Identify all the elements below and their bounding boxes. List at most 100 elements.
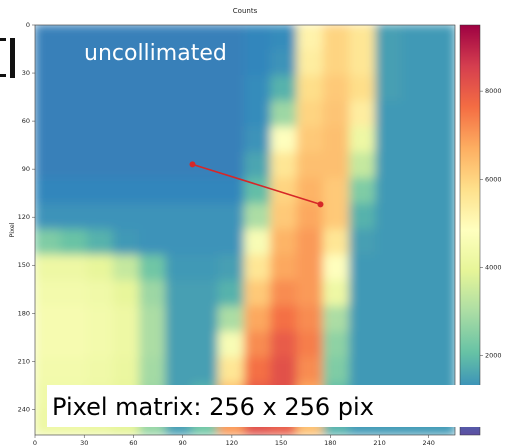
annotation-box xyxy=(47,385,508,427)
heatmap-cell xyxy=(35,203,63,231)
heatmap-cell xyxy=(401,152,430,180)
heatmap-cell xyxy=(165,357,194,385)
heatmap-cell xyxy=(60,254,89,283)
heatmap-cell xyxy=(322,100,351,129)
colorbar-tick-label: 8000 xyxy=(485,87,502,95)
heatmap-cell xyxy=(35,305,63,334)
heatmap-cell xyxy=(427,49,455,78)
heatmap-cell xyxy=(296,75,325,103)
heatmap-cell xyxy=(112,177,141,206)
heatmap-cell xyxy=(86,49,115,78)
heatmap-cell xyxy=(375,126,404,155)
heatmap-cell xyxy=(349,254,378,283)
heatmap xyxy=(35,25,455,435)
heatmap-cell xyxy=(35,254,63,283)
heatmap-cell xyxy=(401,254,430,283)
heatmap-cell xyxy=(244,229,273,257)
heatmap-cell xyxy=(375,280,404,308)
heatmap-cell xyxy=(322,280,351,308)
heatmap-cell xyxy=(375,152,404,180)
y-tick-label: 90 xyxy=(22,165,30,173)
heatmap-cell xyxy=(165,177,194,206)
heatmap-cell xyxy=(86,229,115,257)
decoration xyxy=(0,38,6,41)
heatmap-cell xyxy=(60,305,89,334)
heatmap-cell xyxy=(35,177,63,206)
marker-point xyxy=(189,161,196,168)
heatmap-cell xyxy=(270,203,299,231)
heatmap-cell xyxy=(139,331,168,360)
y-tick-label: 180 xyxy=(18,309,30,317)
heatmap-cell xyxy=(427,75,455,103)
heatmap-cell xyxy=(191,280,220,308)
chart-title: Counts xyxy=(233,7,258,15)
y-tick-label: 60 xyxy=(22,117,30,125)
heatmap-cell xyxy=(322,49,351,78)
marker-line xyxy=(192,163,321,206)
heatmap-cell xyxy=(112,229,141,257)
heatmap-cell xyxy=(35,49,63,78)
x-tick-label: 150 xyxy=(275,439,287,447)
heatmap-cell xyxy=(217,100,246,129)
heatmap-cell xyxy=(112,357,141,385)
heatmap-cell xyxy=(112,75,141,103)
heatmap-cell xyxy=(296,229,325,257)
heatmap-cell xyxy=(401,177,430,206)
heatmap-cell xyxy=(35,126,63,155)
heatmap-cell xyxy=(244,152,273,180)
heatmap-cells xyxy=(35,25,455,435)
y-tick-label: 210 xyxy=(18,357,30,365)
heatmap-cell xyxy=(375,229,404,257)
annotation: uncollimated xyxy=(84,41,227,66)
heatmap-cell xyxy=(139,152,168,180)
heatmap-cell xyxy=(244,305,273,334)
heatmap-cell xyxy=(217,357,246,385)
heatmap-cell xyxy=(112,331,141,360)
heatmap-cell xyxy=(401,25,430,52)
heatmap-cell xyxy=(191,126,220,155)
y-tick-label: 30 xyxy=(22,69,30,77)
heatmap-cell xyxy=(244,100,273,129)
heatmap-cell xyxy=(35,25,63,52)
heatmap-cell xyxy=(86,25,115,52)
heatmap-cell xyxy=(191,100,220,129)
heatmap-cell xyxy=(139,280,168,308)
heatmap-cell xyxy=(349,331,378,360)
heatmap-cell xyxy=(296,280,325,308)
heatmap-cell xyxy=(60,126,89,155)
heatmap-cell xyxy=(217,280,246,308)
heatmap-cell xyxy=(139,25,168,52)
heatmap-cell xyxy=(217,254,246,283)
heatmap-cell xyxy=(244,75,273,103)
x-tick-label: 60 xyxy=(129,439,137,447)
heatmap-cell xyxy=(86,280,115,308)
heatmap-cell xyxy=(244,357,273,385)
heatmap-cell xyxy=(296,126,325,155)
heatmap-cell xyxy=(322,203,351,231)
heatmap-cell xyxy=(86,203,115,231)
heatmap-cell xyxy=(35,75,63,103)
heatmap-cell xyxy=(322,229,351,257)
heatmap-cell xyxy=(191,229,220,257)
heatmap-cell xyxy=(349,305,378,334)
heatmap-cell xyxy=(165,152,194,180)
heatmap-cell xyxy=(217,331,246,360)
decoration xyxy=(0,74,6,77)
heatmap-cell xyxy=(165,100,194,129)
heatmap-cell xyxy=(401,357,430,385)
x-tick-label: 0 xyxy=(33,439,37,447)
heatmap-cell xyxy=(217,75,246,103)
heatmap-cell xyxy=(375,177,404,206)
heatmap-cell xyxy=(427,25,455,52)
heatmap-cell xyxy=(322,305,351,334)
heatmap-cell xyxy=(244,254,273,283)
heatmap-cell xyxy=(401,126,430,155)
heatmap-cell xyxy=(217,49,246,78)
heatmap-cell xyxy=(375,305,404,334)
y-tick-label: 150 xyxy=(18,261,30,269)
heatmap-cell xyxy=(427,280,455,308)
heatmap-cell xyxy=(60,203,89,231)
heatmap-cell xyxy=(270,152,299,180)
heatmap-cell xyxy=(191,25,220,52)
